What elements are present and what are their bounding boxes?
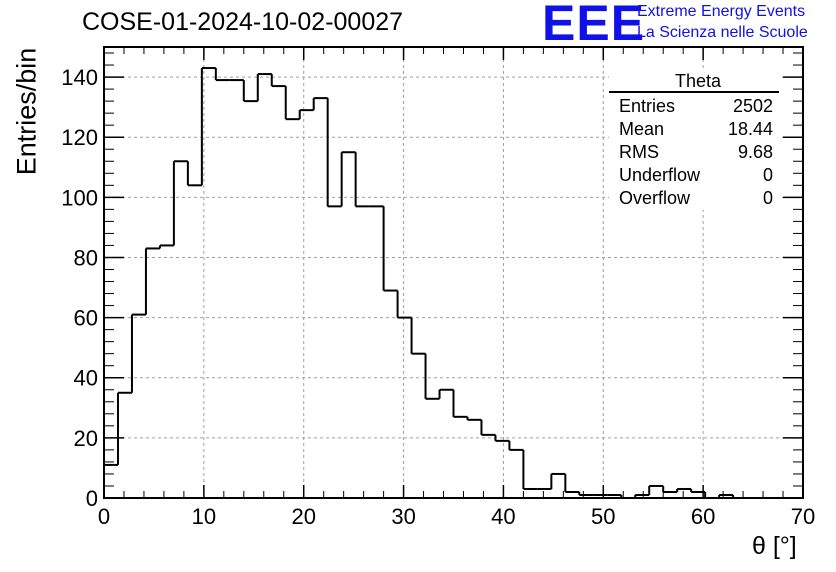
chart-title: COSE-01-2024-10-02-00027 [82,8,404,36]
x-tick-label: 50 [591,504,615,529]
stats-row-rms: RMS 9.68 [609,141,779,164]
stats-row-overflow: Overflow 0 [609,187,779,210]
stats-row-underflow: Underflow 0 [609,164,779,187]
y-tick-label: 40 [74,366,98,391]
plot-frame [103,46,804,499]
stats-row-mean: Mean 18.44 [609,118,779,141]
stats-value: 9.68 [737,142,773,162]
y-tick-label: 80 [74,245,98,270]
x-tick-label: 60 [691,504,715,529]
stats-value: 2502 [732,96,773,116]
y-tick-label: 140 [61,65,98,90]
stats-box: Theta Entries 2502 Mean 18.44 RMS 9.68 U… [609,71,779,210]
stats-label: Overflow [619,188,691,208]
stats-row-entries: Entries 2502 [609,95,779,118]
stats-label: Entries [619,96,676,116]
stats-value: 18.44 [727,119,773,139]
y-tick-label: 20 [74,426,98,451]
stats-label: Mean [619,119,665,139]
x-tick-label: 0 [98,504,110,529]
y-tick-label: 120 [61,125,98,150]
x-tick-label: 30 [391,504,415,529]
x-tick-label: 70 [791,504,815,529]
x-tick-label: 20 [291,504,315,529]
stats-value: 0 [762,188,773,208]
logo-line-1: Extreme Energy Events [637,3,806,20]
stats-label: RMS [619,142,659,162]
x-axis-label: θ [°] [752,532,797,560]
stats-title: Theta [609,71,779,93]
logo-line-2: La Scienza nelle Scuole [637,24,808,41]
stats-value: 0 [762,165,773,185]
y-tick-label: 60 [74,306,98,331]
histogram-bins [103,67,803,499]
y-tick-label: 0 [86,486,98,511]
stats-label: Underflow [619,165,701,185]
y-tick-label: 100 [61,185,98,210]
eee-logo: EEE [542,0,646,51]
x-tick-label: 10 [192,504,216,529]
y-axis-label: Entries/bin [11,47,42,176]
x-tick-label: 40 [491,504,515,529]
tick-labels: 0 10 20 30 40 50 60 70 0 20 40 60 80 100 120 140 [61,65,815,529]
grid-lines [104,47,803,498]
